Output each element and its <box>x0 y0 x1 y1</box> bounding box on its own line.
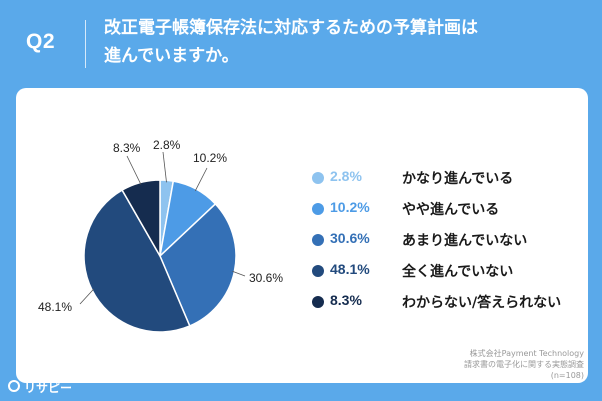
slice-label-0: 2.8% <box>153 138 181 152</box>
slice-label-4: 8.3% <box>113 141 141 155</box>
legend-value-1: 10.2% <box>330 199 370 215</box>
legend-label-4: わからない/答えられない <box>402 295 562 311</box>
title-line-1: 改正電子帳簿保存法に対応するための予算計画は <box>104 18 478 38</box>
leader-line-1 <box>194 167 208 192</box>
legend-value-0: 2.8% <box>330 168 362 184</box>
title-line-2: 進んでいますか。 <box>104 46 239 66</box>
slice-label-2: 30.6% <box>249 271 284 285</box>
legend-dot-1 <box>312 203 324 215</box>
legend-dot-3 <box>312 265 324 277</box>
legend-item-3: 48.1% 全く進んでいない <box>312 260 592 282</box>
source-line-2: 請求書の電子化に関する実態調査 <box>464 360 584 369</box>
leader-line-2 <box>232 270 246 277</box>
legend-label-1: やや進んでいる <box>402 202 500 218</box>
source-note: 株式会社Payment Technology 請求書の電子化に関する実態調査 (… <box>344 348 584 381</box>
pie-slice-3 <box>83 189 191 333</box>
leader-line-0 <box>162 151 167 183</box>
slice-label-1: 10.2% <box>193 151 228 165</box>
leader-line-4 <box>126 155 142 185</box>
source-line-3: (n=108) <box>550 371 584 380</box>
legend-item-4: 8.3% わからない/答えられない <box>312 291 592 313</box>
legend-dot-4 <box>312 296 324 308</box>
legend-label-3: 全く進んでいない <box>402 264 514 280</box>
header: Q2 改正電子帳簿保存法に対応するための予算計画は 進んでいますか。 <box>0 0 602 88</box>
legend-item-2: 30.6% あまり進んでいない <box>312 229 592 251</box>
legend-value-3: 48.1% <box>330 261 370 277</box>
source-line-1: 株式会社Payment Technology <box>469 349 584 358</box>
logo-text: リサピー <box>24 381 73 395</box>
chart-title: 改正電子帳簿保存法に対応するための予算計画は 進んでいますか。 <box>104 14 584 70</box>
legend-value-2: 30.6% <box>330 230 370 246</box>
question-label: Q2 <box>26 30 56 53</box>
slice-label-3: 48.1% <box>38 300 73 314</box>
risapi-logo-icon <box>8 380 20 392</box>
legend-value-4: 8.3% <box>330 292 362 308</box>
legend-label-0: かなり進んでいる <box>402 171 514 187</box>
header-divider <box>85 20 86 68</box>
leader-line-3 <box>79 288 95 305</box>
legend-dot-2 <box>312 234 324 246</box>
legend-label-2: あまり進んでいない <box>402 233 528 249</box>
legend-dot-0 <box>312 172 324 184</box>
legend-item-1: 10.2% やや進んでいる <box>312 198 592 220</box>
legend-item-0: 2.8% かなり進んでいる <box>312 167 592 189</box>
